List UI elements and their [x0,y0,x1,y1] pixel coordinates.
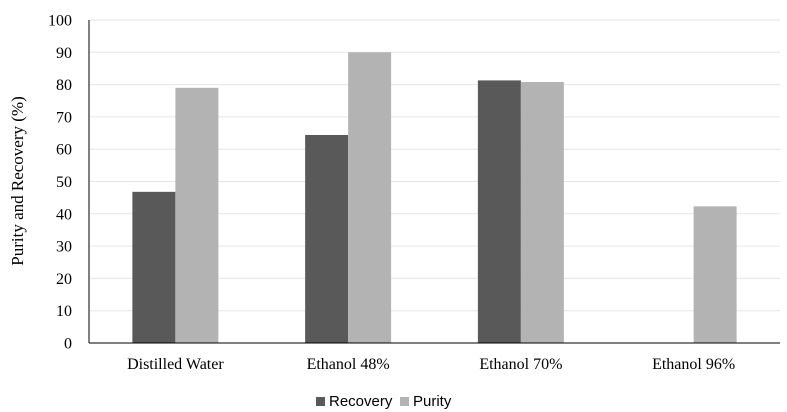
y-tick-label: 100 [48,13,72,30]
x-tick-label: Ethanol 70% [479,356,562,373]
x-tick-label: Distilled Water [127,356,224,373]
x-tick-label: Ethanol 48% [307,356,390,373]
y-axis-title: Purity and Recovery (%) [8,96,27,265]
x-tick-label: Ethanol 96% [652,356,735,373]
y-tick-label: 60 [56,142,72,159]
bar-purity [348,52,392,344]
y-tick-label: 40 [56,206,72,223]
y-tick-label: 20 [56,271,72,288]
bar-recovery [305,134,349,343]
y-tick-label: 90 [56,45,72,62]
bar-purity [175,87,219,343]
legend-swatch-recovery [316,397,325,406]
y-tick-labels: 0 10 20 30 40 50 60 70 80 90 100 [48,13,72,353]
bar-purity [693,206,737,343]
bar-recovery [132,191,176,343]
legend-swatch-purity [400,397,409,406]
bar-purity [520,82,564,344]
y-tick-label: 30 [56,239,72,256]
legend-label-recovery: Recovery [329,393,393,410]
y-tick-label: 10 [56,303,72,320]
y-tick-label: 50 [56,174,72,191]
y-tick-label: 80 [56,77,72,94]
bars [132,52,737,344]
y-tick-label: 0 [64,336,72,353]
x-tick-labels: Distilled Water Ethanol 48% Ethanol 70% Eth… [127,356,735,373]
y-tick-label: 70 [56,109,72,126]
bar-recovery [477,80,521,343]
axes [88,20,780,344]
legend: Recovery Purity [316,393,452,410]
legend-label-purity: Purity [413,393,452,410]
